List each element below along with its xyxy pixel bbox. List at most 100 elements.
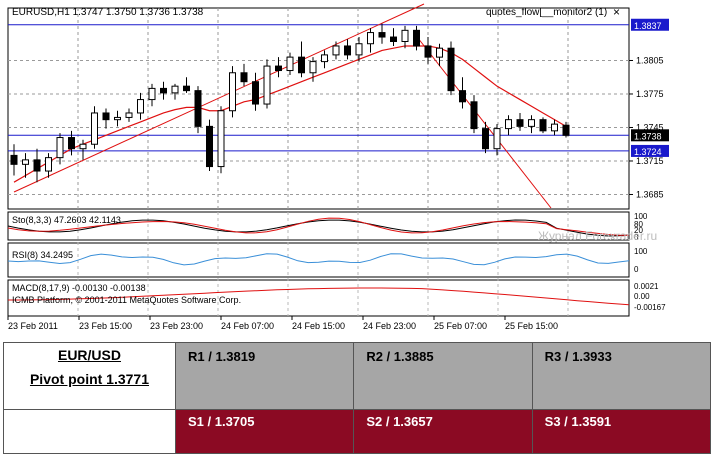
- s2-value: S2 / 1.3657: [366, 414, 433, 429]
- level-lines: [8, 24, 629, 152]
- candles: [10, 23, 570, 183]
- candle-bear: [252, 81, 259, 105]
- macd-panel-frame: [7, 279, 630, 317]
- candle-bull: [91, 112, 98, 145]
- candle-bear: [102, 112, 110, 121]
- r1-cell: R1 / 1.3819: [174, 342, 355, 410]
- indicator-lines: [7, 217, 630, 306]
- rsi-line: [7, 253, 630, 266]
- price-tick-label: 1.3775: [636, 89, 664, 99]
- time-tick-label: 25 Feb 15:00: [505, 321, 558, 331]
- indicator-label: quotes_flow[__monitor2 (1): [486, 7, 607, 18]
- macd-tick-label: 0.0021: [634, 282, 659, 291]
- macd-label: MACD(8,17,9) -0.00130 -0.00138: [12, 283, 146, 293]
- price-tag-label: 1.3724: [634, 147, 662, 157]
- empty-cell: [3, 409, 176, 454]
- s2-cell: S2 / 1.3657: [353, 409, 533, 454]
- trend-lines: [13, 3, 552, 209]
- candle-bull: [367, 32, 374, 45]
- candle-bull: [493, 128, 501, 150]
- candle-bear: [183, 85, 190, 92]
- candle-bull: [22, 159, 29, 165]
- price-tag-box: [631, 18, 669, 31]
- candle-bull: [114, 116, 121, 121]
- r2-value: R2 / 1.3885: [366, 349, 434, 364]
- candle-bull: [137, 99, 144, 114]
- candle-bull: [321, 54, 328, 63]
- candle-bull: [286, 56, 294, 72]
- candle-bull: [79, 143, 87, 150]
- candle-bull: [355, 43, 363, 56]
- pivot-point-value: Pivot point 1.3771: [29, 371, 150, 387]
- stochastic-label: Sto(8,3,3) 47.2603 42.1143: [12, 215, 121, 225]
- stochastic-tick-label: 0: [634, 233, 639, 242]
- candle-bear: [160, 87, 167, 94]
- stochastic-tick-label: 20: [634, 226, 643, 235]
- price-tick-label: 1.3805: [636, 55, 664, 65]
- moving-average-line: [13, 45, 567, 183]
- rsi-tick-label: 100: [634, 247, 648, 256]
- s1-cell: S1 / 1.3705: [174, 409, 355, 454]
- candle-bear: [298, 56, 305, 74]
- time-axis: 23 Feb 2011 23 Feb 15:00 23 Feb 23:00 24 Fe…: [7, 316, 558, 331]
- stochastic-main-line: [7, 219, 630, 237]
- price-tag-label: 1.3837: [634, 21, 662, 31]
- r1-value: R1 / 1.3819: [188, 349, 256, 364]
- price-tag-label: 1.3738: [634, 131, 662, 141]
- candle-bear: [378, 32, 386, 38]
- currency-pair: EUR/USD: [57, 347, 121, 363]
- price-tags: 1.3837 1.3738 1.3724: [631, 18, 669, 157]
- candle-bear: [206, 125, 213, 168]
- price-tick-label: 1.3685: [636, 189, 664, 199]
- time-tick-label: 25 Feb 07:00: [434, 321, 487, 331]
- s1-value: S1 / 1.3705: [188, 414, 255, 429]
- time-tick-label: 23 Feb 2011: [8, 321, 58, 331]
- candle-bear: [413, 29, 420, 47]
- candle-bull: [401, 29, 409, 43]
- stochastic-tick-label: 80: [634, 220, 643, 229]
- s3-value: S3 / 1.3591: [544, 414, 612, 429]
- s3-cell: S3 / 1.3591: [531, 409, 712, 454]
- candle-bear: [482, 128, 489, 150]
- rsi-tick-label: 0: [634, 265, 639, 274]
- pivot-header-cell: EUR/USD Pivot point 1.3771: [3, 342, 176, 410]
- watermark: Журнал Forexrader.ru: [538, 229, 657, 243]
- candle-bull: [436, 47, 443, 58]
- chart-header: EURUSD,H1 1.3747 1.3750 1.3736 1.3738: [12, 7, 204, 18]
- rsi-axis: 100 0: [634, 247, 648, 274]
- copyright-text: ICMB Platform, © 2001-2011 MetaQuotes So…: [12, 295, 241, 305]
- price-tag-box: [631, 144, 669, 157]
- candle-bear: [424, 45, 432, 58]
- candle-bull: [229, 72, 236, 112]
- candle-bear: [240, 72, 248, 83]
- grid: [8, 8, 629, 316]
- price-chart[interactable]: EURUSD,H1 1.3747 1.3750 1.3736 1.3738 qu…: [0, 0, 713, 335]
- candle-bull: [56, 137, 64, 159]
- r3-value: R3 / 1.3933: [544, 349, 612, 364]
- price-tick-label: 1.3745: [636, 122, 664, 132]
- pivot-table: EUR/USD Pivot point 1.3771 R1 / 1.3819 R…: [3, 342, 712, 454]
- time-tick-label: 23 Feb 15:00: [79, 321, 132, 331]
- rsi-label: RSI(8) 34.2495: [12, 250, 73, 260]
- candle-bull: [551, 123, 558, 132]
- main-panel-frame: [7, 7, 630, 210]
- candle-bear: [459, 90, 466, 103]
- close-icon[interactable]: ×: [613, 5, 620, 19]
- price-tick-label: 1.3715: [636, 156, 664, 166]
- candle-bull: [528, 119, 535, 127]
- r3-cell: R3 / 1.3933: [531, 342, 712, 410]
- candle-bull: [332, 45, 340, 56]
- candle-bull: [125, 112, 133, 118]
- candle-bull: [309, 61, 317, 74]
- candle-bull: [171, 85, 179, 94]
- candle-bear: [470, 101, 478, 130]
- chart-canvas[interactable]: EURUSD,H1 1.3747 1.3750 1.3736 1.3738 qu…: [0, 0, 713, 335]
- macd-signal-line: [8, 287, 630, 306]
- candle-bear: [539, 119, 547, 132]
- candle-bull: [45, 157, 52, 172]
- candle-bull: [505, 119, 512, 130]
- stochastic-tick-label: 100: [634, 212, 648, 221]
- candle-bear: [562, 124, 570, 136]
